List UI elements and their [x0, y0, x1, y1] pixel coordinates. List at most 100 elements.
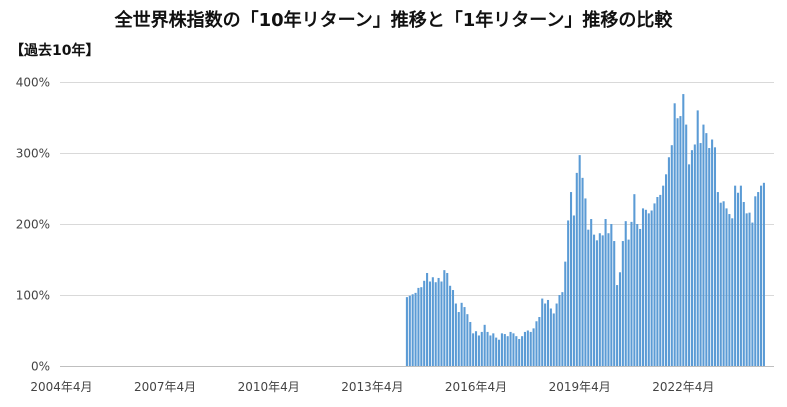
bar	[503, 334, 506, 366]
bar	[538, 317, 541, 366]
bar	[500, 333, 503, 366]
bar	[725, 208, 728, 366]
bar	[613, 241, 616, 366]
bar	[437, 277, 440, 366]
bar	[498, 339, 501, 366]
y-tick-label: 200%	[16, 218, 50, 232]
bar	[748, 212, 751, 366]
bar	[716, 192, 719, 366]
bar	[662, 185, 665, 366]
x-tick-label: 2022年4月	[652, 380, 714, 394]
bar	[466, 314, 469, 366]
y-tick-label: 0%	[31, 360, 50, 374]
bar	[754, 196, 757, 366]
x-tick-label: 2013年4月	[341, 380, 403, 394]
bar	[420, 287, 423, 366]
bar	[713, 147, 717, 366]
bar	[618, 272, 622, 366]
bar	[705, 133, 708, 366]
bar	[434, 282, 437, 366]
bar	[529, 331, 532, 366]
bar	[610, 224, 613, 366]
bar	[480, 331, 483, 366]
bar	[679, 116, 682, 366]
bar	[736, 192, 740, 366]
bar	[521, 336, 524, 366]
bar	[544, 303, 547, 366]
bar	[708, 148, 711, 366]
bar	[584, 198, 587, 366]
bar	[641, 208, 645, 366]
bar	[673, 103, 676, 367]
bar	[685, 124, 688, 366]
bar	[636, 224, 639, 366]
bar	[555, 303, 558, 366]
bar	[428, 281, 431, 366]
bar	[492, 333, 495, 366]
chart-title: 全世界株指数の「10年リターン」推移と「1年リターン」推移の比較	[114, 10, 673, 31]
bar	[760, 185, 763, 366]
bar	[616, 285, 619, 366]
y-tick-label: 400%	[16, 76, 50, 90]
bar	[593, 234, 596, 366]
bar	[472, 333, 475, 366]
bar	[532, 328, 535, 366]
bar	[693, 144, 696, 366]
bar	[469, 321, 472, 366]
bar	[451, 290, 455, 366]
bar	[665, 174, 668, 366]
bar	[460, 302, 463, 366]
bar	[463, 307, 466, 366]
bar	[417, 287, 420, 366]
bar	[745, 213, 748, 366]
bar	[630, 221, 633, 366]
bar	[523, 331, 526, 366]
bar	[414, 292, 417, 366]
bar	[624, 221, 627, 366]
x-tick-label: 2016年4月	[445, 380, 507, 394]
bar	[739, 185, 742, 366]
bar	[561, 292, 564, 366]
bar	[722, 201, 725, 366]
bar	[667, 157, 670, 366]
bar	[621, 241, 624, 366]
bar	[711, 139, 714, 366]
bar	[495, 337, 498, 366]
bar	[474, 331, 478, 366]
bar	[509, 331, 512, 366]
bar	[518, 339, 521, 366]
bar	[552, 313, 555, 366]
bar	[541, 298, 544, 366]
bar	[578, 155, 581, 366]
x-tick-label: 2010年4月	[238, 380, 300, 394]
bar	[762, 182, 765, 366]
bar	[526, 330, 529, 366]
bar	[676, 118, 679, 367]
bar	[572, 215, 575, 366]
bar	[690, 150, 693, 366]
bar	[426, 272, 429, 366]
bar	[535, 321, 538, 366]
bar	[483, 324, 486, 366]
bar	[742, 201, 745, 366]
bar	[719, 202, 722, 366]
bar	[647, 213, 650, 366]
bar	[702, 124, 705, 366]
axis-layer: 0% 100% 200% 300% 400% 2004年4月 2007年4月 2010年4月 2…	[16, 76, 774, 394]
bar	[639, 228, 642, 366]
bar	[656, 197, 659, 366]
bar	[604, 219, 607, 366]
bar	[549, 308, 552, 366]
bar	[558, 295, 561, 366]
bar	[757, 192, 760, 366]
bar	[575, 172, 578, 366]
bar	[564, 261, 567, 366]
bar	[731, 218, 734, 366]
bar	[457, 312, 460, 366]
bar	[688, 164, 691, 366]
bar	[682, 94, 685, 366]
bar	[486, 331, 489, 366]
bar	[607, 233, 610, 366]
bar	[477, 335, 480, 366]
